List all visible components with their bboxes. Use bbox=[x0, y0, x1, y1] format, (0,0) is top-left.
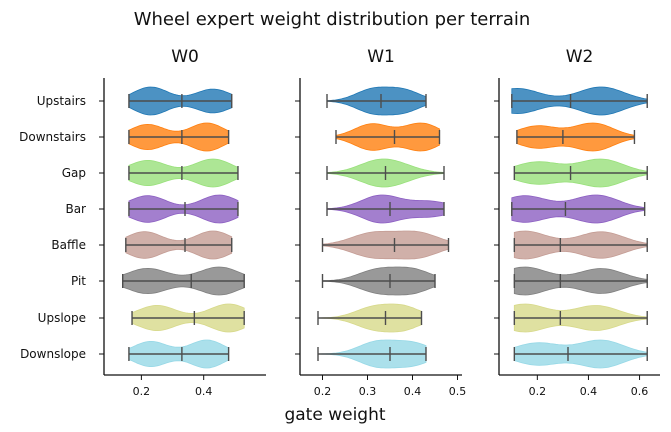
panel-title: W0 bbox=[171, 47, 199, 67]
y-tick-label: Baffle bbox=[51, 238, 86, 252]
panel-title: W1 bbox=[367, 47, 395, 67]
y-tick-label: Gap bbox=[62, 166, 86, 180]
panel-w2: W2 0.2 0.4 0.6 bbox=[494, 47, 660, 398]
panel-title: W2 bbox=[566, 47, 594, 67]
panel-w0: W0 0.2 0.4 bbox=[99, 47, 266, 398]
x-tick-label: 0.2 bbox=[133, 385, 151, 398]
y-tick-label: Downstairs bbox=[19, 130, 86, 144]
y-tick-label: Pit bbox=[71, 274, 86, 288]
panel-w1: W1 0.2 0.3 0.4 0.5 bbox=[295, 47, 466, 398]
x-tick-label: 0.3 bbox=[359, 385, 377, 398]
y-tick-label: Downslope bbox=[20, 347, 86, 361]
x-axis-label: gate weight bbox=[284, 405, 385, 425]
x-tick-label: 0.2 bbox=[314, 385, 332, 398]
y-tick-label: Bar bbox=[65, 202, 86, 216]
figure-title: Wheel expert weight distribution per ter… bbox=[134, 9, 531, 30]
x-tick-label: 0.4 bbox=[580, 385, 598, 398]
x-tick-label: 0.2 bbox=[529, 385, 547, 398]
x-tick-label: 0.5 bbox=[449, 385, 467, 398]
y-tick-label: Upslope bbox=[38, 311, 86, 325]
panels: W0 0.2 0.4 W1 0.2 0.3 0.4 0.5 W2 0.2 0.4 0.6 bbox=[99, 47, 660, 398]
y-tick-labels: Upstairs Downstairs Gap Bar Baffle Pit Upslope… bbox=[19, 94, 86, 361]
x-tick-label: 0.4 bbox=[404, 385, 422, 398]
x-tick-label: 0.4 bbox=[195, 385, 213, 398]
y-tick-label: Upstairs bbox=[37, 94, 86, 108]
x-tick-label: 0.6 bbox=[631, 385, 649, 398]
